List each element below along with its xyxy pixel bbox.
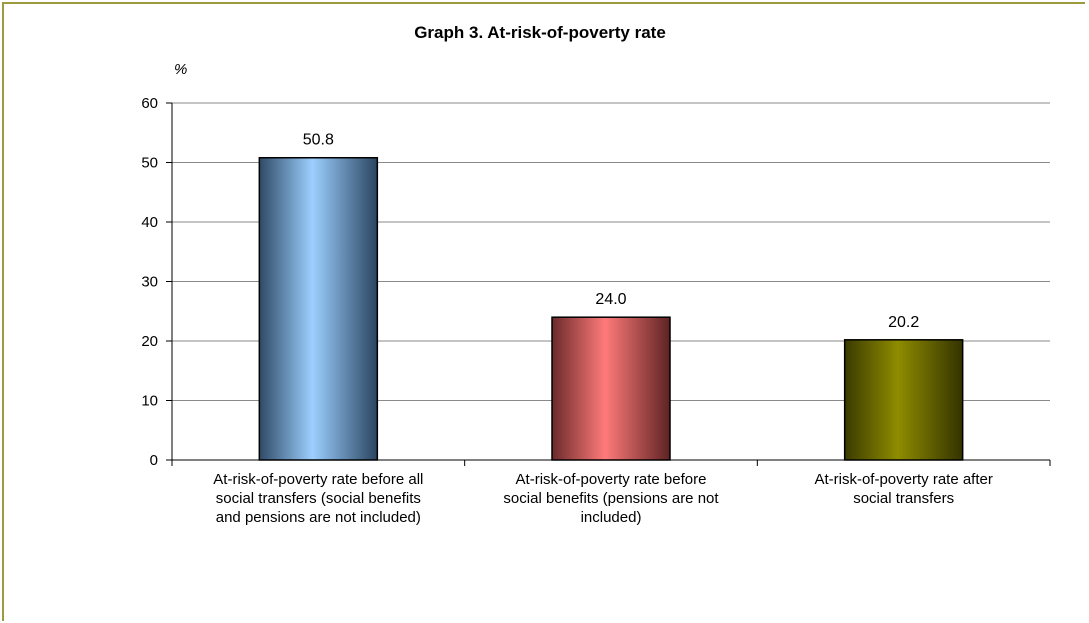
y-tick-label: 50 (141, 155, 158, 172)
y-tick-label: 20 (141, 333, 158, 350)
y-tick-label: 30 (141, 274, 158, 291)
data-label: 20.2 (888, 314, 919, 331)
x-category-label: At-risk-of-poverty rate before all social… (213, 471, 423, 526)
x-category-label: At-risk-of-poverty rate before social ben… (503, 471, 719, 526)
x-category-label-line: At-risk-of-poverty rate before all (213, 471, 423, 488)
y-tick-label: 40 (141, 214, 158, 231)
y-unit-label: % (174, 61, 187, 78)
y-tick-label: 0 (150, 452, 158, 469)
x-category-label-line: At-risk-of-poverty rate before (516, 471, 707, 488)
x-category-label-line: included) (581, 509, 642, 526)
x-category-label-line: social benefits (pensions are not (503, 490, 719, 507)
x-category-label-line: social transfers (853, 490, 954, 507)
data-label: 24.0 (595, 291, 626, 308)
y-tick-label: 10 (141, 393, 158, 410)
data-label: 50.8 (303, 132, 334, 149)
x-category-label-line: At-risk-of-poverty rate after (814, 471, 992, 488)
x-category-label-line: and pensions are not included) (216, 509, 421, 526)
y-tick-label: 60 (141, 95, 158, 112)
x-category-label-line: social transfers (social benefits (216, 490, 421, 507)
bar (551, 316, 671, 461)
bar (843, 339, 964, 461)
bar (258, 156, 379, 461)
chart-title: Graph 3. At-risk-of-poverty rate (414, 23, 666, 42)
x-category-label: At-risk-of-poverty rate after social tran… (814, 471, 992, 507)
